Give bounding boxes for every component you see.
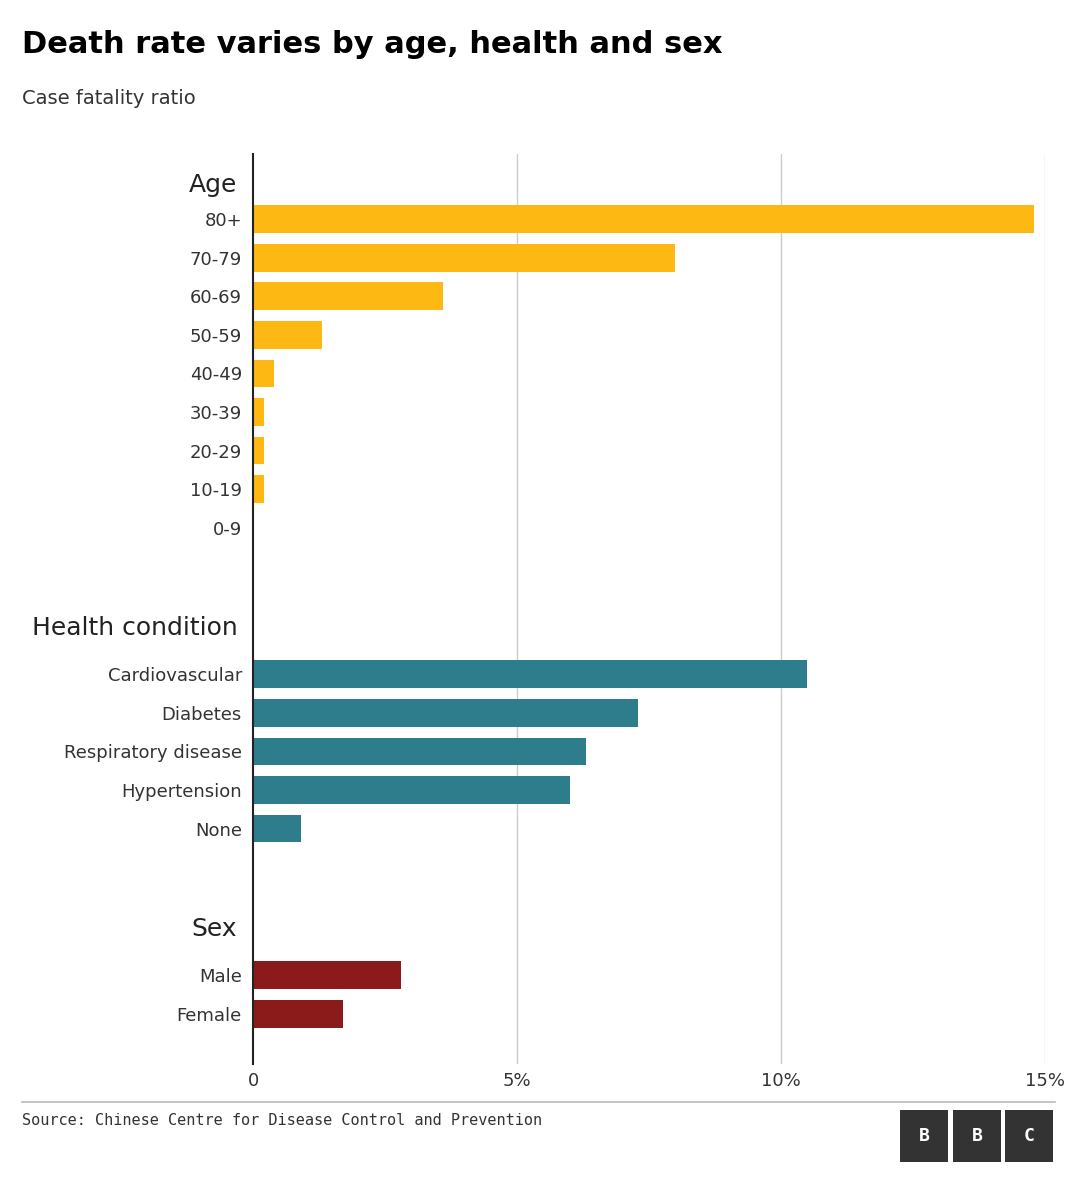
Bar	[253, 243, 675, 272]
Bar	[253, 814, 300, 843]
FancyBboxPatch shape	[900, 1110, 948, 1162]
Text: Death rate varies by age, health and sex: Death rate varies by age, health and sex	[22, 30, 722, 59]
Bar	[253, 661, 808, 688]
Bar	[253, 738, 586, 765]
Text: Sex: Sex	[192, 917, 237, 941]
FancyBboxPatch shape	[1006, 1110, 1053, 1162]
Bar	[253, 282, 443, 310]
Bar	[253, 475, 264, 504]
Bar	[253, 398, 264, 426]
Text: Case fatality ratio: Case fatality ratio	[22, 89, 195, 108]
Text: C: C	[1024, 1126, 1035, 1145]
Text: B: B	[971, 1126, 982, 1145]
Text: Health condition: Health condition	[31, 616, 237, 639]
Text: Age: Age	[188, 173, 237, 196]
Bar	[253, 1000, 342, 1027]
Bar	[253, 961, 401, 989]
Bar	[253, 436, 264, 465]
Bar	[253, 777, 570, 804]
Text: B: B	[919, 1126, 929, 1145]
Text: Source: Chinese Centre for Disease Control and Prevention: Source: Chinese Centre for Disease Contr…	[22, 1113, 542, 1129]
Bar	[253, 359, 275, 388]
Bar	[253, 699, 639, 727]
FancyBboxPatch shape	[953, 1110, 1001, 1162]
Bar	[253, 206, 1034, 233]
Bar	[253, 322, 322, 349]
